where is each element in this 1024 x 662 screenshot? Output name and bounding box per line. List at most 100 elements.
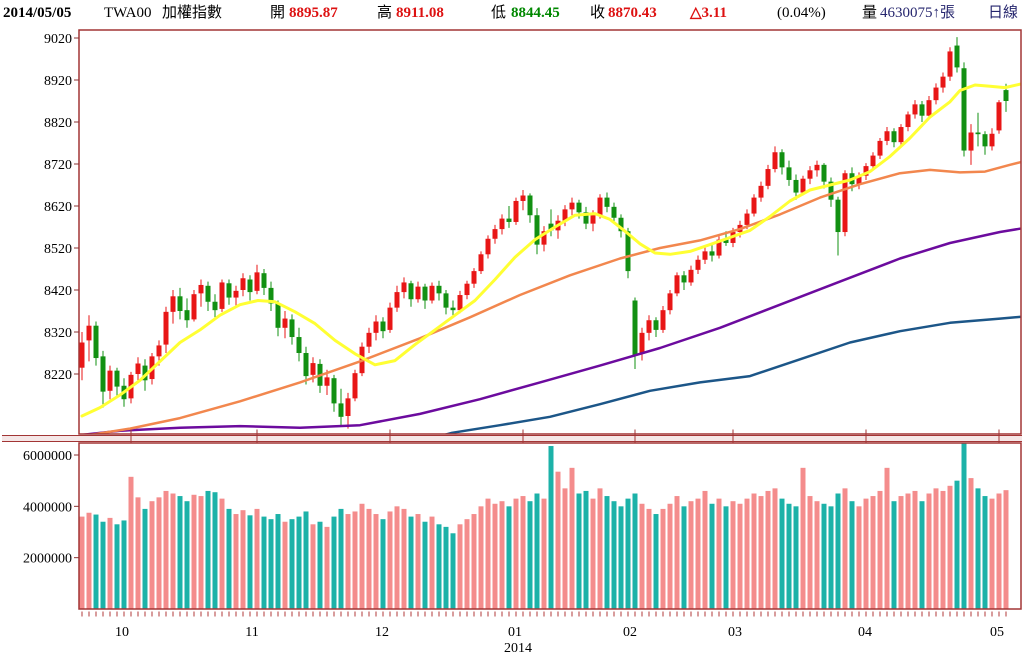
volume-bar: [863, 498, 869, 609]
candle: [688, 265, 694, 286]
volume-bar: [359, 503, 365, 609]
candle: [520, 190, 526, 211]
candle: [79, 332, 85, 381]
volume-bar: [520, 496, 526, 609]
volume-bar: [730, 501, 736, 609]
candle: [268, 281, 274, 311]
volume-label: 量: [862, 5, 878, 21]
candle: [996, 100, 1002, 134]
candle: [961, 62, 967, 157]
candle: [758, 181, 764, 202]
close-label: 收: [590, 5, 606, 21]
candle: [982, 131, 988, 155]
volume-bar: [583, 490, 589, 609]
candle: [912, 100, 918, 119]
candle: [184, 298, 190, 328]
candle: [632, 297, 638, 369]
volume-bar: [737, 503, 743, 609]
header: 2014/05/05 TWA00 加權指數 開 8895.87 高 8911.0…: [0, 0, 1024, 26]
volume-bar: [821, 503, 827, 609]
volume-bar: [758, 496, 764, 609]
volume-bar: [436, 524, 442, 609]
candle: [443, 290, 449, 315]
candle: [569, 197, 575, 216]
month-label: 03: [728, 625, 742, 640]
open-value: 8895.87: [289, 5, 338, 21]
volume-bar: [597, 488, 603, 609]
volume-bar: [156, 497, 162, 609]
volume-bar: [933, 488, 939, 609]
volume-bar: [107, 517, 113, 609]
volume-bar: [870, 496, 876, 609]
volume-bar: [345, 514, 351, 609]
candle: [436, 280, 442, 301]
candle: [261, 269, 267, 296]
volume-bar: [464, 519, 470, 609]
volume-bar: [534, 493, 540, 609]
price-axis-label: 8620: [44, 200, 72, 215]
volume-bar: [128, 476, 134, 609]
volume-bar: [268, 519, 274, 609]
volume-bar: [247, 515, 253, 609]
candle: [891, 128, 897, 148]
month-label: 04: [858, 625, 872, 640]
volume-bar: [79, 516, 85, 609]
candle: [471, 268, 477, 288]
volume-bars-layer: [79, 443, 1009, 609]
candle: [219, 279, 225, 312]
candle: [884, 127, 890, 146]
volume-bar: [569, 467, 575, 609]
volume-bar: [471, 514, 477, 609]
candle: [814, 160, 820, 177]
volume-bar: [212, 492, 218, 609]
volume-bar: [688, 501, 694, 609]
volume-bar: [576, 493, 582, 609]
volume-bar: [667, 503, 673, 609]
volume-bar: [919, 501, 925, 609]
volume-bar: [170, 493, 176, 609]
candle: [464, 280, 470, 300]
ma240-line: [443, 315, 1021, 434]
candle: [240, 273, 246, 297]
candle: [233, 285, 239, 307]
candle: [177, 287, 183, 320]
volume-bar: [240, 510, 246, 609]
volume-bar: [163, 490, 169, 609]
volume-bar: [814, 501, 820, 609]
day-tick-row: [81, 611, 1007, 617]
candle: [653, 317, 659, 338]
month-label: 12: [375, 625, 389, 640]
volume-bar: [394, 506, 400, 609]
volume-bar: [898, 496, 904, 609]
volume-bar: [366, 508, 372, 609]
candle: [513, 197, 519, 225]
candle: [989, 128, 995, 151]
volume-bar: [926, 493, 932, 609]
candle: [751, 194, 757, 217]
high-value: 8911.08: [396, 5, 444, 21]
candle: [947, 47, 953, 81]
candle: [828, 177, 834, 207]
volume-bar: [751, 493, 757, 609]
candle: [114, 367, 120, 396]
volume-bar: [198, 496, 204, 609]
candle: [702, 247, 708, 264]
candle: [100, 350, 106, 408]
volume-bar: [807, 496, 813, 609]
volume-bar: [184, 501, 190, 609]
candle: [870, 152, 876, 171]
volume-bar: [422, 521, 428, 609]
volume-bar: [450, 533, 456, 609]
price-axis-label: 9020: [44, 32, 72, 47]
candle: [695, 255, 701, 275]
year-label: 2014: [504, 641, 532, 656]
candle: [394, 285, 400, 312]
volume-bar: [793, 506, 799, 609]
candle: [863, 163, 869, 180]
volume-bar: [548, 446, 554, 609]
volume-bar: [492, 503, 498, 609]
candle: [212, 294, 218, 318]
month-label: 02: [623, 625, 637, 640]
volume-bar: [415, 514, 421, 609]
candle: [779, 149, 785, 175]
